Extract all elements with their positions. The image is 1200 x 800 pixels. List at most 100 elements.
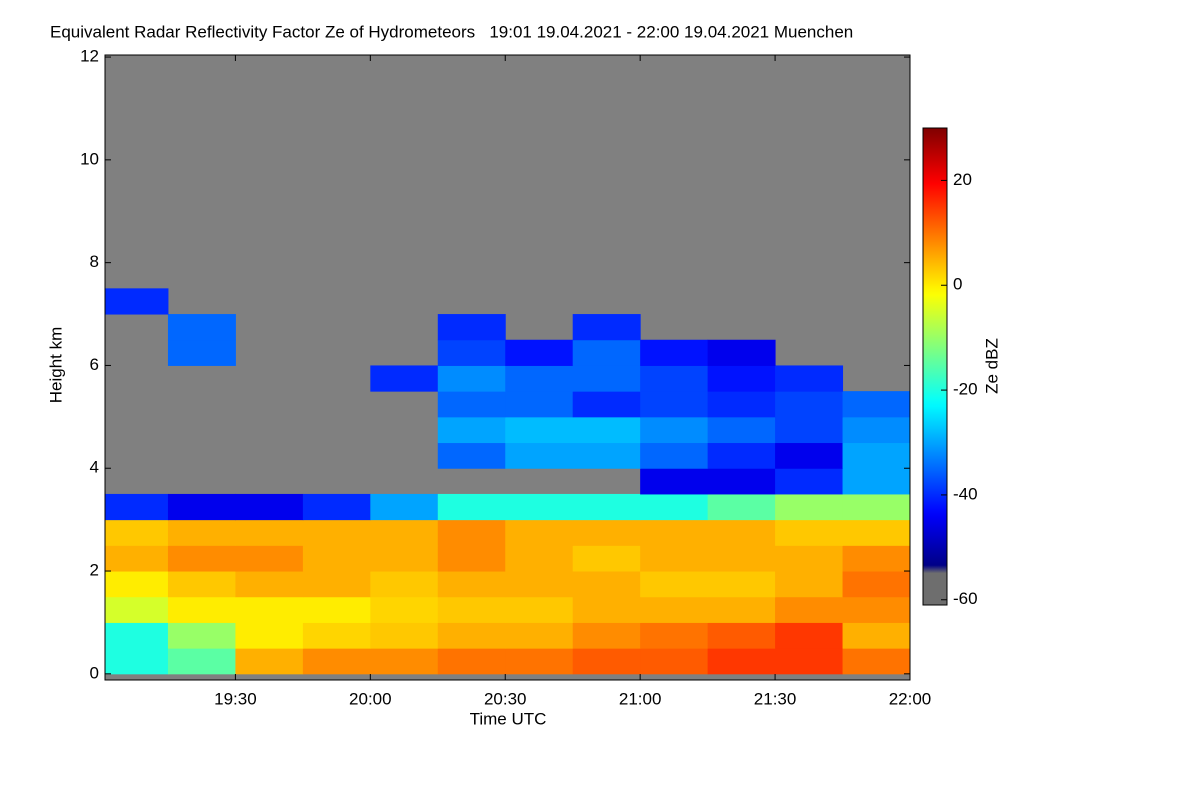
heatmap-cell xyxy=(640,545,709,572)
y-tick-label: 8 xyxy=(90,252,99,271)
heatmap-cell xyxy=(775,596,844,623)
x-tick-label: 19:30 xyxy=(214,689,257,708)
heatmap-cell xyxy=(235,545,304,572)
heatmap-cell xyxy=(505,416,574,444)
heatmap-cell xyxy=(370,493,439,521)
heatmap-cell xyxy=(640,493,709,521)
heatmap-cell xyxy=(302,493,371,521)
heatmap-cell xyxy=(302,545,371,572)
colorbar xyxy=(922,127,948,606)
heatmap-cell xyxy=(842,545,910,572)
heatmap-cell xyxy=(842,519,910,546)
x-tick-label: 22:00 xyxy=(889,689,932,708)
colorbar-tick-label: -20 xyxy=(953,380,978,399)
heatmap-cell xyxy=(235,648,304,675)
heatmap-cell xyxy=(167,545,236,572)
heatmap-cell xyxy=(235,596,304,623)
heatmap-cell xyxy=(572,596,641,623)
heatmap-cell xyxy=(370,545,439,572)
heatmap-cell xyxy=(640,648,709,675)
heatmap-cell xyxy=(707,339,776,366)
heatmap-cell xyxy=(842,468,910,495)
heatmap-cell xyxy=(775,442,844,469)
heatmap-cell xyxy=(302,596,371,623)
heatmap-cell xyxy=(505,596,574,623)
heatmap-cell xyxy=(167,622,236,649)
heatmap-cell xyxy=(437,571,506,598)
heatmap-cell xyxy=(437,339,506,366)
y-axis-label: Height km xyxy=(46,327,65,404)
heatmap-cell xyxy=(707,493,776,521)
heatmap-cell xyxy=(640,339,709,366)
heatmap-cell xyxy=(235,622,304,649)
heatmap-cell xyxy=(707,442,776,469)
heatmap-cell xyxy=(707,416,776,444)
heatmap-cell xyxy=(640,596,709,623)
heatmap-cell xyxy=(105,596,169,623)
heatmap-cell xyxy=(505,391,574,418)
heatmap-cell xyxy=(105,493,169,521)
heatmap-cell xyxy=(707,391,776,418)
heatmap-cell xyxy=(775,519,844,546)
chart-title: Equivalent Radar Reflectivity Factor Ze … xyxy=(50,22,853,41)
heatmap-cell xyxy=(572,571,641,598)
heatmap-cell xyxy=(842,571,910,598)
heatmap-cell xyxy=(640,442,709,469)
heatmap-cell xyxy=(505,493,574,521)
heatmap-cell xyxy=(707,365,776,392)
heatmap-cell xyxy=(370,365,439,392)
heatmap-cell xyxy=(572,339,641,366)
heatmap-cell xyxy=(235,519,304,546)
heatmap-cell xyxy=(437,545,506,572)
heatmap-cell xyxy=(302,571,371,598)
heatmap-cell xyxy=(302,519,371,546)
heatmap-cell xyxy=(572,648,641,675)
heatmap-cell xyxy=(302,622,371,649)
x-axis-label: Time UTC xyxy=(470,709,547,728)
heatmap-cell xyxy=(437,493,506,521)
heatmap-cell xyxy=(105,622,169,649)
heatmap-cell xyxy=(842,391,910,418)
colorbar-tick-label: -40 xyxy=(953,484,978,503)
heatmap-cell xyxy=(775,493,844,521)
colorbar-tick-label: 0 xyxy=(953,275,962,294)
heatmap-cell xyxy=(572,493,641,521)
heatmap-cell xyxy=(105,648,169,675)
heatmap-cell xyxy=(707,648,776,675)
y-tick-label: 4 xyxy=(90,458,99,477)
colorbar-label: Ze dBZ xyxy=(982,338,1001,394)
heatmap-cell xyxy=(842,442,910,469)
heatmap-cell xyxy=(370,571,439,598)
heatmap-cell xyxy=(707,571,776,598)
heatmap-cell xyxy=(775,571,844,598)
heatmap-cell xyxy=(370,519,439,546)
heatmap-cell xyxy=(842,596,910,623)
heatmap-cell xyxy=(105,571,169,598)
heatmap-cell xyxy=(640,391,709,418)
heatmap-cell xyxy=(167,648,236,675)
heatmap-cell xyxy=(370,622,439,649)
heatmap-cell xyxy=(437,314,506,341)
heatmap-cell xyxy=(437,391,506,418)
heatmap-cell xyxy=(572,365,641,392)
heatmap-cell xyxy=(437,622,506,649)
heatmap-cell xyxy=(775,365,844,392)
heatmap-cell xyxy=(640,468,709,495)
heatmap-cell xyxy=(640,622,709,649)
heatmap-cell xyxy=(167,571,236,598)
heatmap-cell xyxy=(640,365,709,392)
heatmap-cell xyxy=(505,442,574,469)
colorbar-tick-label: -60 xyxy=(953,589,978,608)
heatmap-cell xyxy=(505,622,574,649)
heatmap-cell xyxy=(640,571,709,598)
heatmap-cell xyxy=(707,468,776,495)
heatmap-cell xyxy=(775,648,844,675)
heatmap-cell xyxy=(707,545,776,572)
heatmap-cell xyxy=(775,468,844,495)
plot-frame xyxy=(104,54,911,681)
heatmap-cell xyxy=(370,596,439,623)
heatmap-cell xyxy=(167,314,236,341)
y-tick-label: 12 xyxy=(80,47,99,66)
heatmap-cell xyxy=(105,545,169,572)
